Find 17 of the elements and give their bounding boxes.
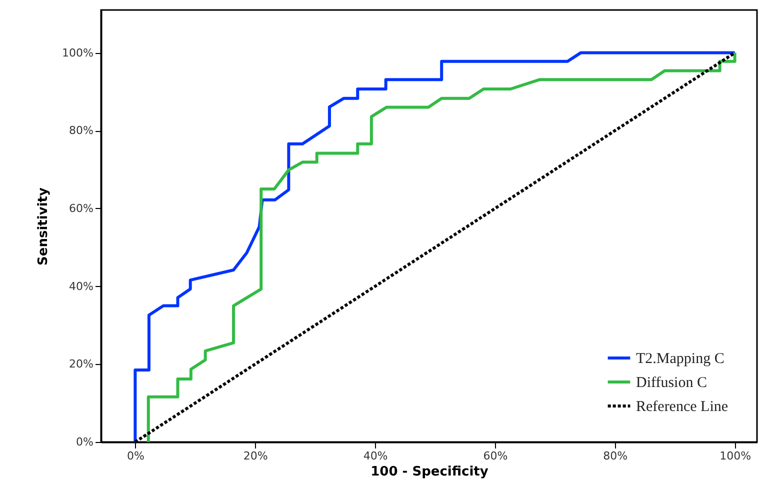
legend-label: Reference Line	[636, 399, 728, 415]
legend-label: Diffusion C	[636, 375, 707, 391]
y-axis-title: Sensitivity	[36, 187, 52, 266]
x-axis-title: 100 - Specificity	[370, 464, 489, 480]
y-tick-label: 100%	[62, 46, 94, 60]
x-tick-label: 40%	[363, 450, 388, 462]
x-tick-label: 80%	[603, 450, 628, 462]
y-tick-label: 40%	[69, 280, 94, 293]
x-tick-label: 20%	[243, 450, 268, 462]
x-tick-label: 0%	[126, 450, 144, 462]
y-tick-label: 20%	[69, 358, 94, 371]
y-tick-label: 60%	[69, 202, 94, 215]
y-tick-label: 0%	[76, 436, 94, 448]
legend-label: T2.Mapping C	[636, 351, 724, 367]
x-tick-label: 100%	[720, 450, 752, 462]
x-tick-label: 60%	[483, 450, 508, 462]
y-tick-label: 80%	[69, 124, 94, 138]
